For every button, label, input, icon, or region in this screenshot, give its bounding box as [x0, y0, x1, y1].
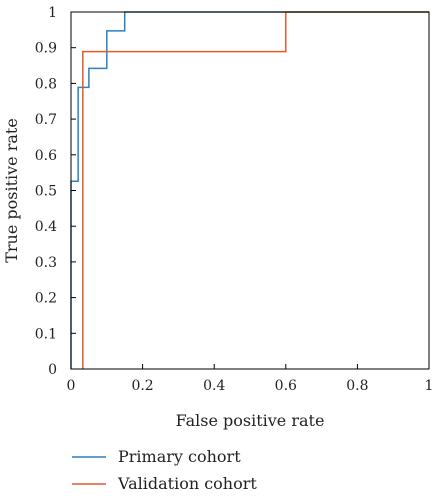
y-tick-label: 0.8 [35, 76, 57, 92]
x-tick-label: 0.8 [346, 378, 368, 394]
tick-layer: 0 0.2 0.4 0.6 0.8 1 0 0.1 0.2 0.3 0.4 0.5 0.6 0.7 0.8 0… [35, 5, 434, 394]
y-tick-label: 0.5 [35, 184, 57, 200]
y-tick-label: 0 [48, 362, 57, 378]
x-tick-label: 0.2 [131, 378, 153, 394]
y-tick-label: 0.4 [35, 219, 57, 235]
legend-label-primary-cohort: Primary cohort [118, 447, 241, 466]
y-axis-title: True positive rate [2, 118, 21, 263]
series-layer [70, 11, 429, 369]
y-tick-label: 0.3 [35, 255, 57, 271]
legend-label-validation-cohort: Validation cohort [117, 474, 257, 493]
y-tick-label: 1 [48, 5, 57, 21]
y-tick-label: 0.6 [35, 148, 57, 164]
x-tick-label: 1 [425, 378, 434, 394]
x-tick-label: 0.4 [203, 378, 225, 394]
series-line-validation-cohort [82, 11, 429, 369]
y-tick-label: 0.7 [35, 112, 57, 128]
x-axis-title: False positive rate [176, 411, 325, 430]
plot-frame [70, 11, 430, 370]
legend: Primary cohort Validation cohort [72, 447, 257, 493]
series-line-primary-cohort [70, 11, 429, 369]
y-tick-label: 0.2 [35, 291, 57, 307]
x-tick-label: 0.6 [275, 378, 297, 394]
y-tick-label: 0.9 [35, 41, 57, 57]
x-tick-label: 0 [67, 378, 76, 394]
y-tick-label: 0.1 [35, 326, 57, 342]
